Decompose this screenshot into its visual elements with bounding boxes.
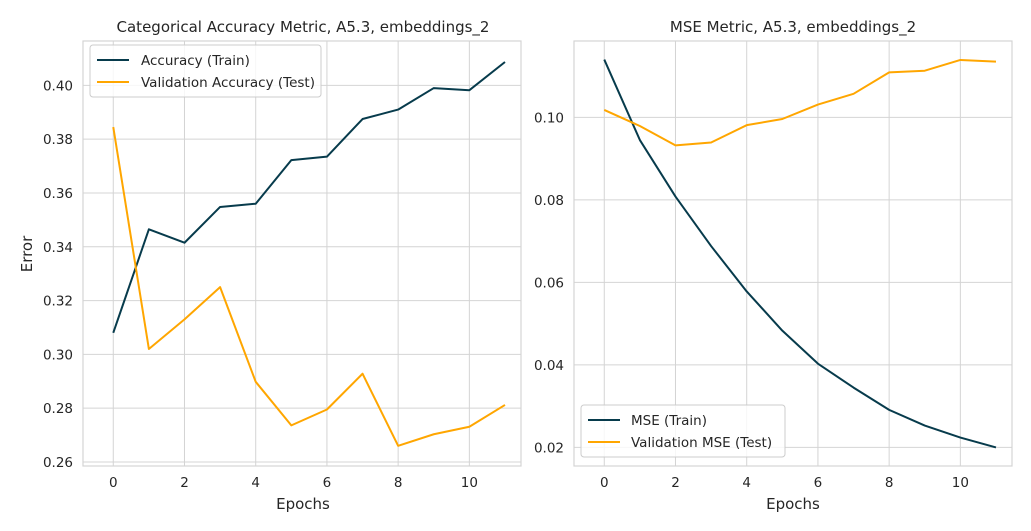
mse-series-line-0 bbox=[603, 59, 997, 449]
accuracy-x-tick-label: 8 bbox=[394, 475, 403, 491]
mse-x-tick-label: 10 bbox=[952, 475, 969, 491]
accuracy-series-line-1 bbox=[112, 126, 506, 447]
accuracy-plot-frame bbox=[82, 40, 522, 467]
accuracy-x-axis-label: Epochs bbox=[276, 495, 330, 513]
mse-y-tick-label: 0.04 bbox=[534, 358, 564, 374]
mse-chart-title: MSE Metric, A5.3, embeddings_2 bbox=[670, 18, 916, 37]
mse-x-axis-label: Epochs bbox=[766, 495, 820, 513]
mse-x-ticks: 0 2 4 6 8 10 bbox=[600, 475, 969, 491]
mse-series-line-1 bbox=[603, 58, 997, 147]
mse-legend-box bbox=[580, 404, 786, 458]
mse-legend: MSE (Train) Validation MSE (Test) bbox=[580, 404, 786, 458]
mse-series-lines bbox=[603, 58, 997, 449]
mse-x-tick-label: 2 bbox=[671, 475, 680, 491]
legend-label-accuracy-train: Accuracy (Train) bbox=[141, 53, 250, 69]
accuracy-x-tick-label: 2 bbox=[180, 475, 189, 491]
accuracy-x-tick-label: 10 bbox=[461, 475, 478, 491]
accuracy-chart-title: Categorical Accuracy Metric, A5.3, embed… bbox=[117, 18, 490, 37]
accuracy-x-tick-label: 0 bbox=[109, 475, 118, 491]
mse-y-tick-label: 0.06 bbox=[534, 275, 564, 291]
accuracy-series-lines bbox=[112, 61, 506, 447]
accuracy-y-tick-label: 0.40 bbox=[43, 78, 73, 94]
mse-grid bbox=[574, 41, 1012, 466]
legend-label-validation-accuracy: Validation Accuracy (Test) bbox=[141, 75, 315, 91]
mse-x-tick-label: 4 bbox=[742, 475, 751, 491]
legend-label-mse-train: MSE (Train) bbox=[631, 413, 707, 429]
accuracy-x-tick-label: 6 bbox=[323, 475, 332, 491]
mse-y-ticks: 0.02 0.04 0.06 0.08 0.10 bbox=[534, 110, 564, 456]
mse-x-tick-label: 6 bbox=[814, 475, 823, 491]
accuracy-legend: Accuracy (Train) Validation Accuracy (Te… bbox=[89, 44, 322, 98]
accuracy-x-tick-label: 4 bbox=[251, 475, 260, 491]
mse-x-tick-label: 0 bbox=[600, 475, 609, 491]
accuracy-y-tick-label: 0.34 bbox=[43, 240, 73, 256]
accuracy-y-tick-label: 0.38 bbox=[43, 132, 73, 148]
accuracy-grid bbox=[83, 41, 521, 466]
mse-subplot: MSE Metric, A5.3, embeddings_2 0 2 4 6 8 10 0… bbox=[534, 18, 1013, 513]
accuracy-y-axis-label: Error bbox=[18, 235, 36, 272]
accuracy-series-line-0 bbox=[112, 61, 506, 334]
mse-y-tick-label: 0.02 bbox=[534, 440, 564, 456]
accuracy-y-tick-label: 0.32 bbox=[43, 294, 73, 310]
accuracy-y-tick-label: 0.30 bbox=[43, 347, 73, 363]
accuracy-y-tick-label: 0.28 bbox=[43, 401, 73, 417]
legend-label-validation-mse: Validation MSE (Test) bbox=[631, 435, 772, 451]
accuracy-subplot: Categorical Accuracy Metric, A5.3, embed… bbox=[18, 18, 522, 513]
accuracy-legend-box bbox=[89, 44, 322, 98]
mse-x-tick-label: 8 bbox=[885, 475, 894, 491]
mse-plot-frame bbox=[573, 40, 1013, 467]
accuracy-y-tick-label: 0.26 bbox=[43, 455, 73, 471]
mse-y-tick-label: 0.10 bbox=[534, 110, 564, 126]
accuracy-y-ticks: 0.26 0.28 0.30 0.32 0.34 0.36 0.38 0.40 bbox=[43, 78, 73, 471]
mse-y-tick-label: 0.08 bbox=[534, 193, 564, 209]
accuracy-x-ticks: 0 2 4 6 8 10 bbox=[109, 475, 478, 491]
accuracy-y-tick-label: 0.36 bbox=[43, 186, 73, 202]
